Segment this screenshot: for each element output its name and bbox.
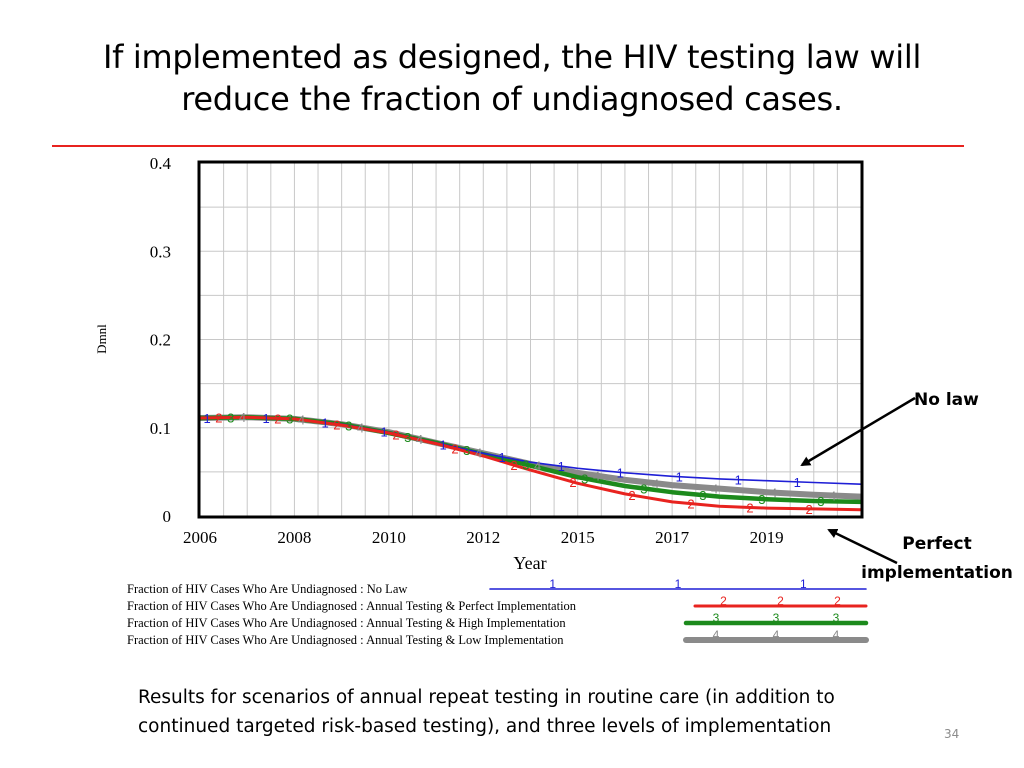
series-marker-2: 2 (392, 428, 399, 443)
y-tick-label: 0 (163, 507, 172, 526)
y-tick-label: 0.1 (150, 419, 171, 438)
perfect-implementation-arrow (827, 528, 898, 565)
x-tick-label: 2019 (750, 528, 784, 547)
series-marker-1: 1 (499, 450, 506, 465)
legend-marker-3: 3 (833, 611, 840, 625)
series-marker-3: 3 (286, 412, 293, 427)
legend-marker-1: 1 (549, 577, 556, 591)
legend-marker-4: 4 (833, 628, 840, 642)
series-marker-4: 4 (652, 476, 659, 491)
series-marker-4: 4 (829, 489, 836, 504)
x-tick-label: 2010 (372, 528, 406, 547)
legend-marker-2: 2 (720, 594, 727, 608)
series-marker-4: 4 (416, 432, 423, 447)
callout-perfect-line-2: implementation (861, 563, 1013, 583)
series-marker-1: 1 (322, 415, 329, 430)
x-tick-label: 2017 (655, 528, 690, 547)
series-marker-3: 3 (581, 471, 588, 486)
legend-marker-4: 4 (713, 628, 720, 642)
x-axis-label: Year (513, 553, 546, 573)
series-marker-3: 3 (345, 419, 352, 434)
page-number: 34 (944, 727, 960, 741)
series-marker-4: 4 (770, 486, 777, 501)
series-marker-1: 1 (381, 424, 388, 439)
caption-line-1: Results for scenarios of annual repeat t… (138, 687, 835, 708)
series-marker-2: 2 (510, 458, 517, 473)
callout-perfect-line-1: Perfect (902, 534, 972, 554)
series-marker-3: 3 (227, 410, 234, 425)
series-marker-3: 3 (463, 443, 470, 458)
y-axis-label: Dmnl (94, 324, 109, 354)
legend-label-4: Fraction of HIV Cases Who Are Undiagnose… (127, 633, 564, 647)
series-marker-2: 2 (628, 488, 635, 503)
series-marker-4: 4 (298, 413, 305, 428)
legend-marker-2: 2 (777, 594, 784, 608)
caption-line-2: continued targeted risk-based testing), … (138, 716, 832, 737)
callout-perfect-implementation: Perfect implementation (848, 530, 1024, 588)
series-marker-4: 4 (475, 445, 482, 460)
slide-title-line-1: If implemented as designed, the HIV test… (102, 38, 922, 76)
series-marker-1: 1 (735, 473, 742, 488)
legend-marker-2: 2 (834, 594, 841, 608)
series-marker-4: 4 (239, 410, 246, 425)
legend-label-1: Fraction of HIV Cases Who Are Undiagnose… (127, 582, 407, 596)
title-divider (52, 145, 964, 147)
y-tick-label: 0.2 (150, 331, 171, 350)
series-marker-2: 2 (746, 500, 753, 515)
x-tick-label: 2006 (183, 528, 217, 547)
legend-marker-1: 1 (800, 577, 807, 591)
series-marker-3: 3 (699, 488, 706, 503)
series-marker-1: 1 (262, 411, 269, 426)
legend-marker-1: 1 (675, 577, 682, 591)
series-marker-3: 3 (404, 430, 411, 445)
series-marker-4: 4 (711, 481, 718, 496)
series-marker-1: 1 (617, 465, 624, 480)
series-marker-3: 3 (817, 494, 824, 509)
series-marker-4: 4 (593, 469, 600, 484)
slide-title-line-2: reduce the fraction of undiagnosed cases… (181, 80, 843, 118)
legend-marker-3: 3 (773, 611, 780, 625)
legend-label-2: Fraction of HIV Cases Who Are Undiagnose… (127, 599, 577, 613)
legend-marker-3: 3 (713, 611, 720, 625)
series-marker-2: 2 (274, 411, 281, 426)
slide-caption: Results for scenarios of annual repeat t… (138, 683, 938, 741)
series-marker-4: 4 (534, 458, 541, 473)
x-tick-label: 2015 (561, 528, 595, 547)
series-marker-1: 1 (794, 475, 801, 490)
callout-no-law: No law (914, 390, 979, 410)
series-marker-1: 1 (203, 411, 210, 426)
no-law-arrow (800, 396, 916, 467)
x-tick-label: 2008 (277, 528, 311, 547)
series-marker-2: 2 (215, 411, 222, 426)
series-marker-2: 2 (569, 475, 576, 490)
series-marker-3: 3 (758, 492, 765, 507)
y-tick-label: 0.3 (150, 242, 171, 261)
series-marker-1: 1 (440, 437, 447, 452)
series-marker-3: 3 (522, 458, 529, 473)
series-line-2 (199, 415, 862, 512)
slide-title: If implemented as designed, the HIV test… (40, 36, 984, 120)
legend-label-3: Fraction of HIV Cases Who Are Undiagnose… (127, 616, 566, 630)
legend-marker-4: 4 (773, 628, 780, 642)
series-marker-2: 2 (687, 497, 694, 512)
series-marker-1: 1 (676, 470, 683, 485)
series-marker-3: 3 (640, 481, 647, 496)
series-marker-1: 1 (558, 459, 565, 474)
series-marker-4: 4 (357, 420, 364, 435)
series-marker-2: 2 (805, 502, 812, 517)
y-tick-label: 0.4 (150, 154, 172, 173)
series-marker-2: 2 (333, 417, 340, 432)
series-marker-2: 2 (451, 442, 458, 457)
x-tick-label: 2012 (466, 528, 500, 547)
plot-frame (197, 160, 864, 519)
